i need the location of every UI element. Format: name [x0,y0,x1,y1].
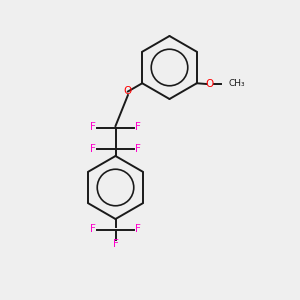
Text: F: F [90,122,96,133]
Text: CH₃: CH₃ [229,80,245,88]
Text: F: F [90,143,96,154]
Text: O: O [124,86,132,97]
Text: F: F [135,224,141,235]
Text: F: F [135,122,141,133]
Text: O: O [206,79,214,89]
Text: F: F [90,224,96,235]
Text: F: F [135,143,141,154]
Text: F: F [112,239,118,249]
